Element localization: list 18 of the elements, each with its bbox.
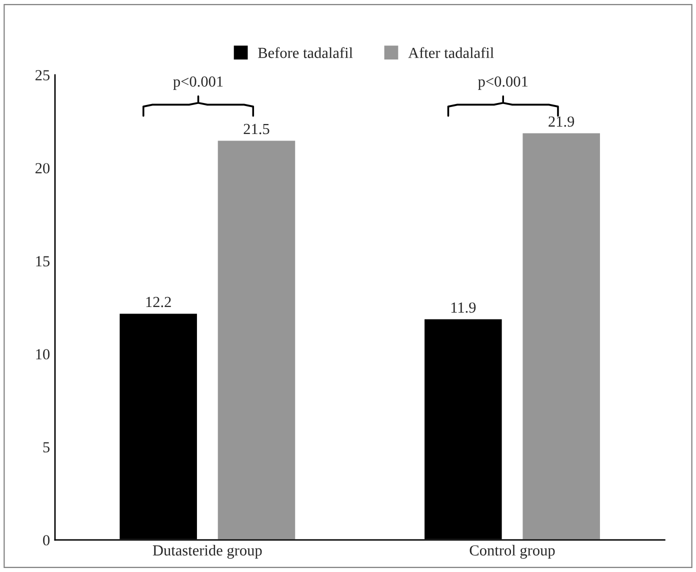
y-tick-label: 20: [36, 163, 50, 174]
data-label: 21.5: [244, 124, 270, 134]
data-label: 12.2: [146, 296, 171, 308]
bar: [521, 132, 602, 540]
legend-label: After tadalafil: [408, 47, 494, 58]
y-tick-label: 5: [43, 442, 50, 452]
x-tick-label: Dutasteride group: [152, 544, 262, 559]
y-tick-label: 10: [36, 349, 50, 360]
y-tick-label: 15: [36, 256, 50, 266]
x-tick-label: Control group: [470, 544, 555, 559]
annotation: p<0.001: [173, 76, 223, 90]
y-tick-label: 25: [36, 70, 50, 80]
annotation: p<0.001: [478, 76, 528, 90]
bar: [216, 139, 297, 540]
data-label: 21.9: [548, 116, 574, 127]
legend-label: Before tadalafil: [258, 47, 353, 58]
data-label: 11.9: [451, 302, 476, 313]
y-tick-label: 0: [43, 535, 50, 546]
